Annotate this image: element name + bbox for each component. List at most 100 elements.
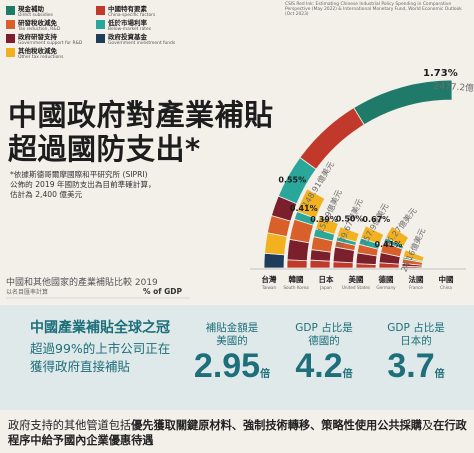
country-label-en: South Korea (283, 285, 309, 290)
country-label-en: China (440, 285, 452, 290)
bar-segment (360, 225, 385, 245)
country-label-zh: 中國 (438, 275, 454, 284)
legend-label-en: Direct subsidies (18, 13, 53, 18)
chart-subtitle: 以名目匯率計算 (6, 289, 49, 296)
bar-segment (336, 226, 360, 243)
legend-item: 中國特有要素 China-specific factors (96, 6, 188, 18)
stat-unit: 倍 (434, 369, 445, 380)
panel-subtitle-line: 獲得政府直接補貼 (30, 359, 131, 374)
legend-item: 政府投資基金 Government investment funds (96, 34, 188, 46)
legend-swatch (96, 34, 105, 43)
country-label-germany: 德國 Germany (370, 274, 402, 290)
country-label-en: Germany (376, 285, 396, 290)
footnote-line: 估計為 2,400 億美元 (10, 190, 83, 199)
legend-item: 研發稅收減免 Tax reduction, R&D (6, 20, 98, 32)
headline-text: 中國政府對 (8, 98, 156, 132)
legend-item: 低於市場利率 Below-market rates (96, 20, 188, 32)
legend-label-en: Government support for R&D (18, 41, 83, 46)
legend-label: 低於市場利率 (108, 19, 147, 27)
headline-text: 超過 (8, 132, 68, 166)
panel-subtitle-line: 超過99%的上市公司正在 (30, 341, 171, 356)
legend-label: 現金補助 (18, 5, 44, 13)
chart-title: 中國和其他國家的產業補貼比較 2019 (6, 278, 158, 288)
country-label-zh: 台灣 (261, 275, 277, 284)
stat-unit: 倍 (342, 369, 353, 380)
stat-label: 日本的 (400, 335, 432, 347)
legend-swatch (6, 34, 15, 43)
country-label-japan: 日本 Japan (310, 274, 342, 290)
country-label-taiwan: 台灣 Taiwan (253, 274, 285, 290)
bottom-note: 政府支持的其他管道包括優先獲取關鍵原材料、強制技術轉移、策略性使用公共採購及在行… (8, 418, 468, 448)
country-label-en: Taiwan (261, 285, 277, 290)
headline-line-2: 超過國防支出* (8, 126, 201, 168)
headline-asterisk: * (185, 132, 201, 166)
footnote-line: *依據斯德哥爾摩國際和平研究所 (SIPRI) (10, 170, 148, 179)
legend-item: 現金補助 Direct subsidies (6, 6, 98, 18)
legend-label-en: China-specific factors (108, 13, 156, 18)
pct-label: 1.73% (423, 68, 458, 79)
headline-highlight: 產業補貼 (155, 98, 274, 132)
amount-label: 2477.2億美元 (433, 80, 474, 95)
legend-swatch (6, 20, 15, 29)
pct-label: 0.39% (310, 215, 338, 224)
legend-label-en: Other tax reductions (18, 55, 64, 60)
stat-label: 美國的 (216, 335, 248, 347)
legend-swatch (6, 48, 15, 57)
country-label-en: United States (341, 285, 371, 290)
stat-unit: 倍 (260, 369, 271, 380)
bar-segment (353, 79, 453, 126)
bar-segment (299, 107, 365, 170)
chart-unit: % of GDP (143, 287, 183, 296)
pct-label: 0.55% (278, 176, 306, 185)
country-label-korea: 韓國 South Korea (280, 274, 312, 290)
country-label-china: 中國 China (430, 274, 462, 290)
country-label-en: Japan (320, 285, 332, 290)
source-note: CSIS Red Ink: Estimating Chinese Industr… (285, 2, 462, 17)
bottom-text: 政府支持的其他管道包括 (8, 419, 132, 432)
bar-segment (315, 215, 339, 235)
stat-number: 4.2 (295, 347, 343, 385)
bar-segment (402, 249, 425, 262)
bar-segment (263, 252, 285, 269)
legend-item: 政府研發支持 Government support for R&D (6, 34, 98, 46)
country-label-zh: 日本 (318, 275, 334, 284)
panel-subtitle: 超過99%的上市公司正在 獲得政府直接補貼 (30, 340, 170, 376)
legend-swatch (6, 6, 15, 15)
legend-label: 其他稅收減免 (18, 47, 57, 55)
legend-item: 其他稅收減免 Other tax reductions (6, 48, 98, 60)
legend-label-en: Government investment funds (108, 41, 176, 46)
stat-label: 補貼金額是 (205, 322, 259, 334)
country-label-zh: 韓國 (288, 275, 304, 284)
panel-title: 中國產業補貼全球之冠 (30, 320, 170, 336)
stat-usa: 補貼金額是 美國的 2.95倍 (188, 322, 276, 384)
stat-number: 3.7 (387, 347, 435, 385)
stat-label: 德國的 (308, 335, 340, 347)
bottom-highlight: 在行政程序中給予國內企業優惠待遇 (8, 419, 467, 447)
headline-highlight: 國防支出 (67, 132, 186, 166)
country-label-en: France (409, 285, 423, 290)
country-label-france: 法國 France (400, 274, 432, 290)
bottom-text: 及 (421, 419, 434, 432)
stat-label: GDP 占比是 (295, 322, 353, 334)
legend-label-en: Below-market rates (108, 27, 151, 32)
country-label-zh: 美國 (348, 275, 364, 284)
legend-label-en: Tax reduction, R&D (18, 27, 61, 32)
pct-label: 0.50% (336, 214, 364, 223)
legend-label: 研發稅收減免 (18, 19, 57, 27)
headline-line-1: 中國政府對產業補貼 (8, 92, 274, 134)
stat-number: 2.95 (193, 347, 261, 385)
stat-japan: GDP 占比是 日本的 3.7倍 (372, 322, 460, 384)
legend-swatch (96, 20, 105, 29)
footnote: *依據斯德哥爾摩國際和平研究所 (SIPRI) 公佈的 2019 年國防支出為目… (10, 170, 200, 200)
stat-label: GDP 占比是 (387, 322, 445, 334)
pct-label: 0.41% (375, 240, 403, 249)
footnote-line: 公佈的 2019 年國防支出為目前準確計算， (10, 180, 156, 189)
pct-label: 0.67% (362, 215, 390, 224)
country-label-zh: 德國 (378, 275, 394, 284)
legend-label: 政府投資基金 (108, 33, 147, 41)
stat-germany: GDP 占比是 德國的 4.2倍 (280, 322, 368, 384)
bar-segment (384, 225, 410, 247)
summary-panel (0, 305, 474, 410)
bottom-highlight: 優先獲取關鍵原材料、強制技術轉移、策略性使用公共採購 (131, 419, 422, 432)
